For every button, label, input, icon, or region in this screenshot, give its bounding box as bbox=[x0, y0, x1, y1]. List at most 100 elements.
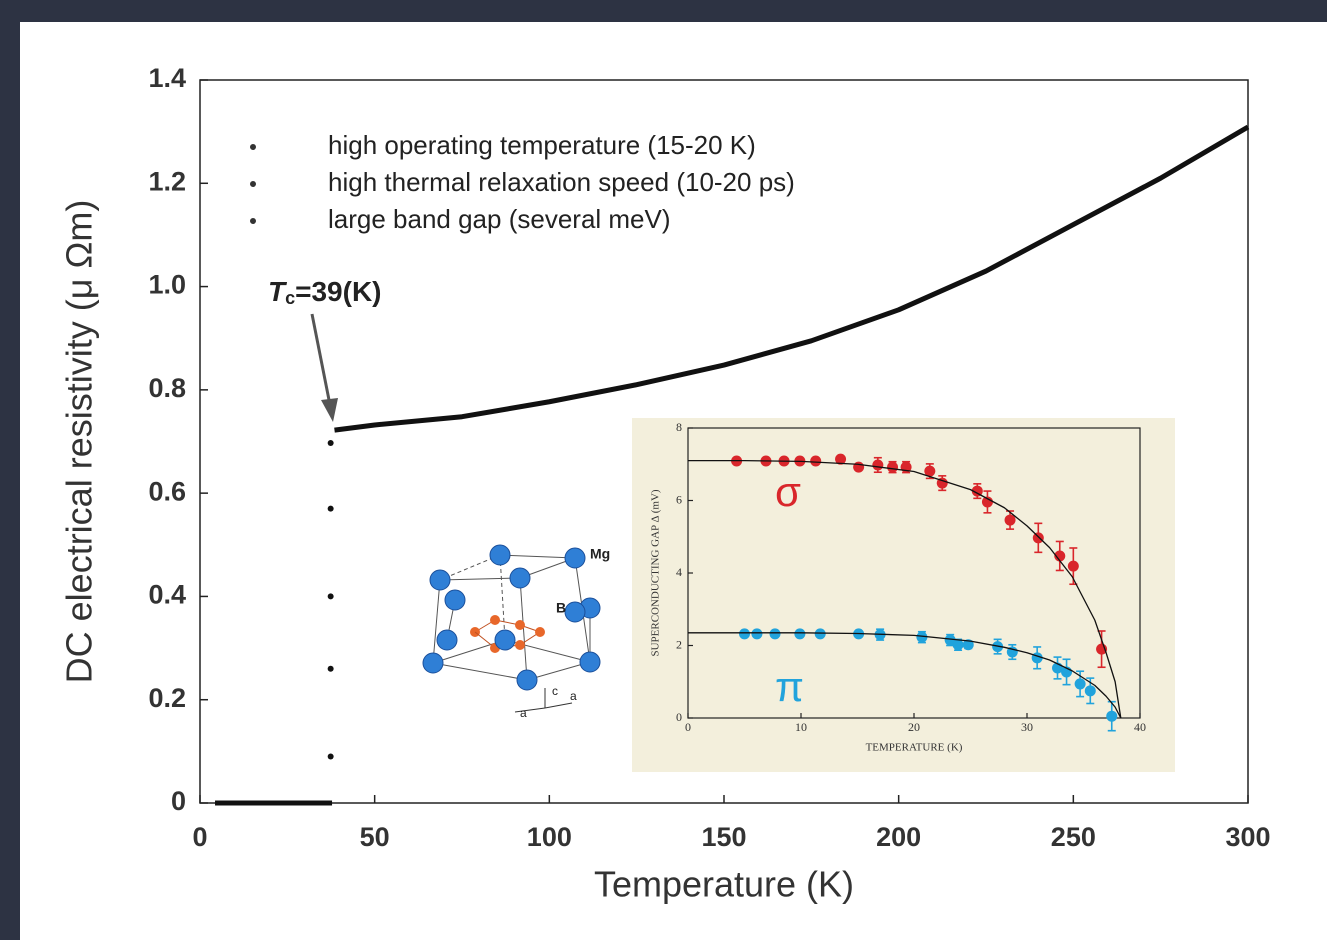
point bbox=[962, 639, 974, 651]
point bbox=[814, 628, 826, 640]
crystal-edge bbox=[499, 554, 506, 641]
point bbox=[769, 628, 781, 640]
point bbox=[872, 459, 884, 471]
boron-atom bbox=[490, 615, 500, 625]
magnesium-atom bbox=[564, 547, 586, 569]
tc-subscript: c bbox=[285, 288, 295, 308]
crystal-edge bbox=[526, 661, 591, 681]
x-tick-label: 100 bbox=[527, 822, 572, 852]
x-tick-label: 40 bbox=[1134, 720, 1146, 734]
point bbox=[1106, 710, 1118, 722]
magnesium-atom bbox=[436, 629, 458, 651]
y-tick-label: 2 bbox=[676, 637, 682, 651]
x-tick-label: 150 bbox=[701, 822, 746, 852]
y-tick-label: 0.8 bbox=[148, 373, 186, 403]
axis-arrow bbox=[514, 707, 546, 713]
point bbox=[327, 665, 334, 672]
y-tick-label: 0 bbox=[171, 786, 186, 816]
series-label: π bbox=[775, 663, 804, 710]
x-tick-label: 10 bbox=[795, 720, 807, 734]
series-label: σ bbox=[775, 468, 801, 515]
x-tick-label: 250 bbox=[1051, 822, 1096, 852]
bullet-dot bbox=[250, 218, 256, 224]
tc-annotation: Tc=39(K) bbox=[268, 276, 382, 307]
x-tick-label: 200 bbox=[876, 822, 921, 852]
crystal-edge bbox=[432, 579, 441, 664]
x-tick-label: 20 bbox=[908, 720, 920, 734]
point bbox=[1032, 532, 1044, 544]
crystal-structure bbox=[422, 544, 601, 691]
crystal-label: Mg bbox=[590, 546, 610, 562]
point bbox=[924, 465, 936, 477]
point bbox=[327, 753, 334, 760]
point bbox=[835, 453, 847, 465]
y-tick-label: 4 bbox=[676, 565, 682, 579]
tc-text: =39(K) bbox=[295, 276, 381, 307]
tc-symbol: T bbox=[268, 276, 288, 307]
magnesium-atom bbox=[489, 544, 511, 566]
point bbox=[1074, 678, 1086, 690]
point bbox=[1067, 560, 1079, 572]
y-tick-label: 1.2 bbox=[148, 166, 186, 196]
y-tick-label: 6 bbox=[676, 492, 682, 506]
curve bbox=[688, 632, 1122, 719]
x-tick-label: 0 bbox=[192, 822, 207, 852]
x-axis-label: TEMPERATURE (K) bbox=[866, 742, 963, 754]
point bbox=[971, 485, 983, 497]
magnesium-atom bbox=[444, 589, 466, 611]
y-axis-label: DC electrical resistivity (μ Ωm) bbox=[59, 200, 100, 684]
boron-atom bbox=[515, 620, 525, 630]
magnesium-atom bbox=[516, 669, 538, 691]
crystal-label: B bbox=[556, 600, 566, 616]
y-tick-label: 0.6 bbox=[148, 476, 186, 506]
curve bbox=[215, 124, 1250, 806]
x-tick-label: 0 bbox=[685, 720, 691, 734]
y-tick-label: 8 bbox=[676, 420, 682, 434]
crystal-edge bbox=[499, 554, 576, 559]
inset-background bbox=[632, 418, 1175, 772]
crystal-edge bbox=[432, 662, 528, 681]
x-axis-label: Temperature (K) bbox=[594, 864, 854, 905]
crystal-label: a bbox=[520, 706, 527, 720]
point bbox=[327, 440, 334, 447]
point bbox=[981, 496, 993, 508]
axis-arrow bbox=[544, 702, 573, 709]
arrow-head bbox=[321, 398, 338, 422]
arrow-shaft bbox=[310, 313, 332, 406]
point bbox=[794, 628, 806, 640]
magnesium-atom bbox=[429, 569, 451, 591]
point bbox=[944, 634, 956, 646]
curve bbox=[688, 459, 1122, 719]
point bbox=[916, 631, 928, 643]
point bbox=[327, 593, 334, 600]
y-tick-label: 0 bbox=[676, 710, 682, 724]
bullet-text: large band gap (several meV) bbox=[328, 204, 671, 234]
point bbox=[739, 628, 750, 640]
point bbox=[853, 461, 865, 473]
point bbox=[327, 505, 334, 512]
crystal-label: a bbox=[570, 689, 577, 703]
magnesium-atom bbox=[564, 601, 586, 623]
point bbox=[1084, 685, 1096, 697]
crystal-edge bbox=[439, 554, 501, 581]
bullet-dot bbox=[250, 144, 256, 150]
boron-atom bbox=[515, 640, 525, 650]
y-tick-label: 1.0 bbox=[148, 270, 186, 300]
y-tick-label: 0.2 bbox=[148, 683, 186, 713]
point bbox=[1054, 550, 1066, 562]
bullet-text: high thermal relaxation speed (10-20 ps) bbox=[328, 167, 795, 197]
point bbox=[751, 628, 763, 640]
crystal-edge bbox=[519, 577, 528, 681]
x-tick-label: 50 bbox=[360, 822, 390, 852]
magnesium-atom bbox=[579, 651, 601, 673]
crystal-label: c bbox=[552, 684, 558, 698]
bullet-dot bbox=[250, 181, 256, 187]
magnesium-atom bbox=[509, 567, 531, 589]
boron-atom bbox=[535, 627, 545, 637]
point bbox=[810, 455, 822, 467]
point bbox=[952, 639, 964, 651]
magnesium-atom bbox=[422, 652, 444, 674]
y-axis-label: SUPERCONDUCTING GAP Δ (mV) bbox=[650, 489, 662, 656]
bullet-text: high operating temperature (15-20 K) bbox=[328, 130, 756, 160]
